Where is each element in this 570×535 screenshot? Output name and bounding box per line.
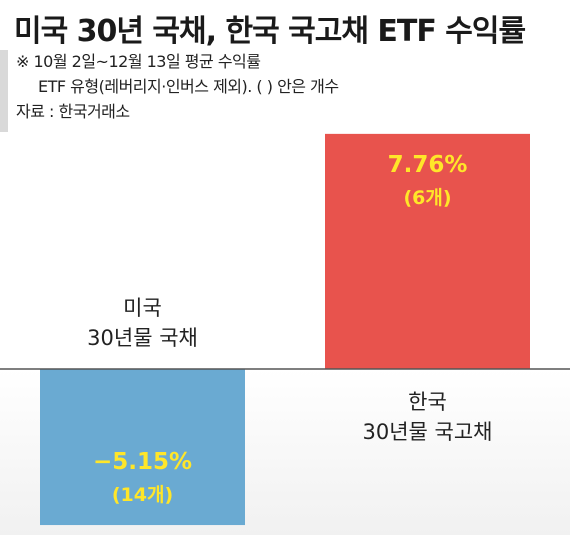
note-period: ※ 10월 2일~12월 13일 평균 수익률 — [16, 52, 261, 71]
note-etf-type: ETF 유형(레버리지·인버스 제외). ( ) 안은 개수 — [38, 77, 339, 96]
count-label-kr: (6개) — [403, 187, 451, 209]
chart-notes: ※ 10월 2일~12월 13일 평균 수익률 ETF 유형(레버리지·인버스 … — [16, 49, 339, 124]
category-label-us-1: 미국 — [123, 296, 162, 320]
notes-accent-bar — [0, 50, 8, 132]
note-source: 자료 : 한국거래소 — [16, 102, 130, 121]
bar-kr — [325, 133, 530, 369]
value-label-kr: 7.76% — [388, 152, 468, 178]
category-label-kr-1: 한국 — [408, 390, 447, 414]
bar-us — [40, 369, 245, 526]
chart-title: 미국 30년 국채, 한국 국고채 ETF 수익률 — [14, 14, 526, 49]
count-label-us: (14개) — [112, 484, 173, 506]
category-label-kr-2: 30년물 국고채 — [363, 420, 493, 444]
value-label-us: −5.15% — [93, 449, 192, 475]
category-label-us-2: 30년물 국채 — [87, 326, 198, 350]
